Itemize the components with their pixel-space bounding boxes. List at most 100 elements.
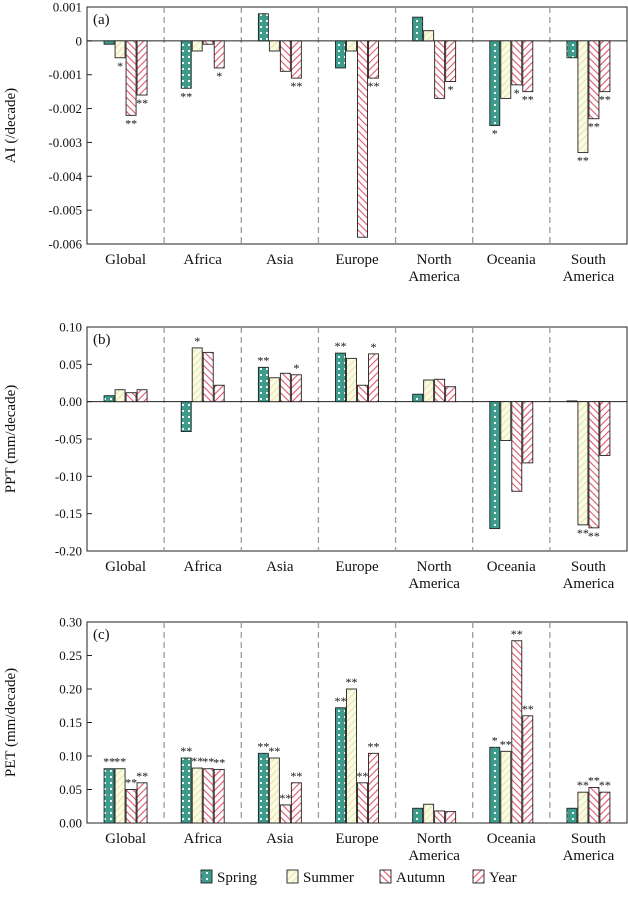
y-tick-label: -0.001	[48, 67, 82, 82]
bar-autumn-europe	[357, 782, 368, 824]
bar-autumn-north-america	[434, 40, 446, 99]
bar-year-north-america	[445, 40, 457, 82]
legend-swatch	[472, 869, 485, 884]
bar-year-global	[136, 389, 148, 403]
bar-spring-north-america	[412, 16, 424, 42]
bar-year-asia	[290, 374, 302, 403]
significance-marker: **	[588, 120, 600, 134]
bar-year-south-america	[599, 791, 611, 824]
bar-year-global	[136, 782, 148, 824]
bar-summer-global	[114, 768, 126, 824]
category-label: Global	[105, 831, 146, 847]
bar-spring-south-america	[566, 400, 578, 403]
category-label: North America	[408, 252, 460, 285]
bar-summer-africa	[191, 40, 203, 52]
bar-spring-asia	[257, 752, 269, 824]
category-label: Global	[105, 252, 146, 268]
bar-spring-africa	[180, 40, 192, 89]
bar-spring-europe	[335, 40, 346, 69]
significance-marker: **	[588, 529, 600, 543]
bar-year-africa	[213, 768, 225, 824]
significance-marker: **	[180, 744, 192, 758]
significance-marker: **	[257, 739, 269, 753]
chart-panels: -0.006 -0.005 -0.004 -0.003 -0.002 -0.001 0 0.0…	[3, 0, 628, 864]
bar-autumn-global	[125, 40, 137, 116]
significance-marker: **	[202, 755, 214, 769]
plot-frame	[86, 6, 628, 245]
y-tick-label: -0.05	[55, 432, 82, 447]
significance-marker: *	[371, 340, 377, 354]
category-label: South America	[563, 831, 615, 864]
bar-autumn-south-america	[588, 40, 600, 120]
significance-marker: *	[194, 334, 200, 348]
plot-frame	[86, 621, 628, 824]
category-label: North America	[408, 831, 460, 864]
significance-marker: **	[213, 755, 225, 769]
legend-label: Summer	[303, 870, 354, 886]
bar-autumn-south-america	[588, 787, 600, 824]
bar-summer-oceania	[500, 40, 512, 99]
y-axis-label: AI (/decade)	[3, 88, 19, 163]
significance-marker: **	[114, 755, 126, 769]
panel-1: -0.006 -0.005 -0.004 -0.003 -0.002 -0.001 0 0.0…	[3, 0, 628, 285]
significance-marker: **	[268, 744, 280, 758]
legend-item-year: Year	[472, 869, 517, 886]
bar-year-oceania	[522, 715, 534, 824]
panel-2: -0.20 -0.15 -0.10 -0.05 0.00 0.05 0.10 PPT (mm/…	[3, 320, 628, 592]
significance-marker: **	[290, 79, 302, 93]
significance-marker: **	[335, 339, 347, 353]
bar-year-oceania	[522, 401, 534, 464]
y-tick-label: 0.00	[59, 394, 82, 409]
significance-marker: **	[577, 526, 589, 540]
bar-autumn-asia	[279, 40, 291, 72]
category-label: Oceania	[487, 831, 536, 847]
bar-spring-south-america	[566, 807, 578, 824]
bar-summer-global	[114, 40, 126, 59]
y-axis-label: PPT (mm/decade)	[3, 385, 19, 493]
bar-year-africa	[213, 40, 225, 69]
bar-spring-oceania	[489, 746, 501, 824]
significance-marker: **	[588, 773, 600, 787]
panel-label: (c)	[93, 627, 110, 643]
legend-label: Spring	[217, 870, 258, 886]
significance-marker: **	[522, 93, 534, 107]
plot-frame	[86, 326, 628, 552]
bar-spring-asia	[257, 13, 269, 42]
significance-marker: **	[191, 754, 203, 768]
bar-autumn-africa	[202, 351, 214, 403]
bar-spring-global	[103, 768, 115, 824]
bar-spring-global	[103, 40, 115, 45]
y-tick-label: -0.15	[55, 506, 82, 521]
legend-label: Year	[489, 870, 517, 886]
legend-item-spring: Spring	[200, 869, 258, 886]
y-tick-label: -0.005	[48, 203, 82, 218]
significance-marker: **	[346, 675, 358, 689]
bar-spring-oceania	[489, 40, 501, 126]
significance-marker: *	[448, 82, 454, 96]
category-label: South America	[563, 559, 615, 592]
y-tick-label: -0.003	[48, 135, 82, 150]
panel-label: (a)	[93, 12, 110, 28]
significance-marker: *	[117, 59, 123, 73]
bar-year-north-america	[445, 386, 457, 403]
bar-summer-europe	[346, 40, 357, 52]
y-tick-label: -0.004	[48, 169, 82, 184]
significance-marker: **	[511, 627, 523, 641]
category-label: Africa	[184, 252, 223, 268]
significance-marker: **	[136, 96, 148, 110]
significance-marker: **	[335, 694, 347, 708]
significance-marker: **	[599, 93, 611, 107]
bar-autumn-global	[125, 789, 137, 824]
bar-year-europe	[368, 752, 379, 824]
significance-marker: **	[257, 353, 269, 367]
significance-marker: **	[125, 776, 137, 790]
significance-marker: *	[293, 361, 299, 375]
y-tick-label: -0.10	[55, 469, 82, 484]
bar-spring-asia	[257, 366, 269, 403]
bar-summer-europe	[346, 688, 357, 824]
significance-marker: **	[290, 769, 302, 783]
y-tick-label: 0.10	[59, 749, 82, 764]
category-label: Asia	[266, 252, 294, 268]
significance-marker: **	[279, 791, 291, 805]
